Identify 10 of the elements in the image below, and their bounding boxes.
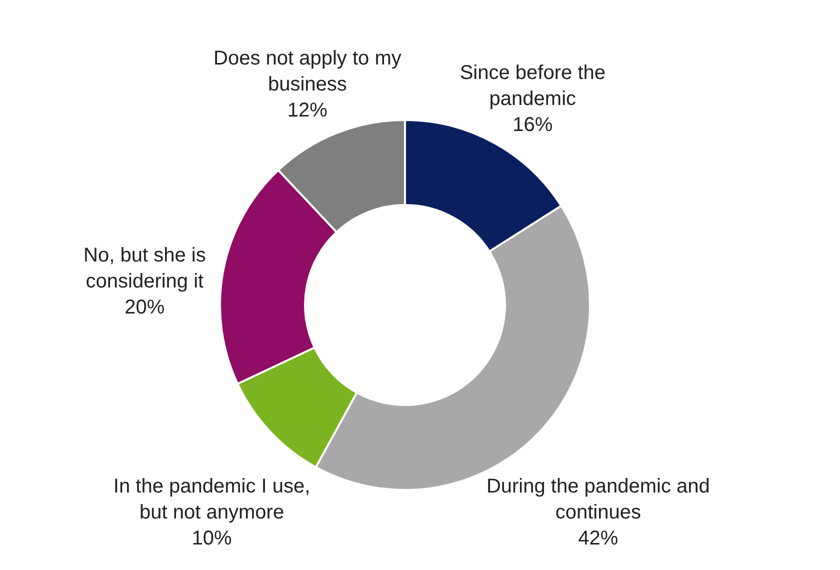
data-label: 42%	[578, 527, 618, 550]
slice-label: In the pandemic I use, but not anymore	[113, 475, 310, 524]
data-label: 10%	[192, 527, 232, 550]
data-label: 12%	[287, 100, 328, 122]
data-label: 20%	[124, 296, 165, 318]
slice-label: Since before the pandemic	[460, 62, 606, 110]
slice-label: No, but she is considering it	[84, 244, 206, 292]
slice-label: Does not apply to my business	[214, 48, 402, 96]
slice-label: During the pandemic and continues	[486, 475, 710, 524]
data-label: 16%	[512, 114, 553, 136]
